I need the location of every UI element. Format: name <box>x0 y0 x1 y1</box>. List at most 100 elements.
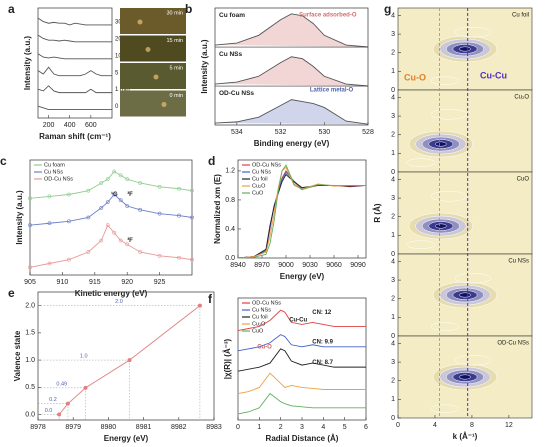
plot-frame <box>237 159 367 259</box>
x-tick-label: 8940 <box>230 262 246 269</box>
x-tick-label: 600 <box>85 122 97 129</box>
y-tick-label: 4 <box>391 340 395 347</box>
photo <box>120 8 186 34</box>
marker <box>118 238 123 243</box>
x-tick-label: 0 <box>396 422 400 429</box>
marker <box>28 196 32 201</box>
series-line <box>237 392 366 415</box>
x-tick-label: 8979 <box>65 424 81 431</box>
x-tick-label: 8983 <box>206 424 222 431</box>
panel-letter: c <box>0 154 7 168</box>
x-tick-label: 8 <box>470 422 474 429</box>
y-tick-label: 4 <box>391 94 395 101</box>
x-tick-label: 200 <box>43 122 55 129</box>
marker <box>28 223 32 228</box>
x-tick-label: 4 <box>433 422 437 429</box>
x-tick-label: 530 <box>318 129 330 136</box>
contour <box>430 404 460 413</box>
y-tick-label: 0 <box>391 251 395 258</box>
x-tick-label: 9090 <box>350 262 366 269</box>
panel-letter: g <box>384 2 391 16</box>
photo-label: 0 min <box>170 93 183 99</box>
series-line <box>237 166 366 259</box>
contour <box>406 158 436 167</box>
photo-spot <box>161 102 167 107</box>
marker <box>66 219 71 224</box>
y-tick-label: 2 <box>391 378 395 385</box>
y-tick-label: 1 <box>391 68 395 75</box>
y-tick-label: 4 <box>391 176 395 183</box>
x-tick-label: 400 <box>64 122 76 129</box>
series-line <box>214 56 369 87</box>
series-line <box>37 53 112 60</box>
marker <box>157 211 162 216</box>
photo-label: 30 min <box>166 10 183 16</box>
x-tick-label: 8982 <box>171 424 187 431</box>
y-tick-label: 2 <box>391 296 395 303</box>
series-line <box>37 85 112 94</box>
legend-label: Cu NSs <box>252 307 271 313</box>
marker <box>190 215 194 220</box>
y-tick-label: 1 <box>391 150 395 157</box>
x-tick-label: 1 <box>257 424 261 431</box>
marker <box>86 250 91 254</box>
legend-label: Cu NSs <box>44 169 63 175</box>
x-tick-label: 905 <box>24 279 36 286</box>
point <box>65 401 70 406</box>
y-tick-label: 0.0 <box>225 255 235 262</box>
series-line <box>37 105 112 110</box>
contour <box>406 240 436 249</box>
x-tick-label: 8981 <box>136 424 152 431</box>
y-tick-label: 0.8 <box>225 197 235 204</box>
series-label: OD-Cu NSs <box>219 90 254 97</box>
value-label: 0.49 <box>56 381 67 387</box>
marker <box>138 207 143 212</box>
y-tick-label: 1.2 <box>225 168 235 175</box>
legend-label: Cu₂O <box>252 321 266 327</box>
series-line <box>29 224 193 268</box>
marker <box>99 238 104 243</box>
marker <box>138 250 143 254</box>
x-tick-label: 0 <box>236 424 240 431</box>
y-tick-label: 0 <box>391 333 395 340</box>
photo-label: 5 min <box>170 65 183 71</box>
heatmap-bg <box>397 89 533 173</box>
panel-letter: f <box>208 292 213 306</box>
series-label: 1 min <box>115 87 130 93</box>
y-tick-label: 1 <box>391 314 395 321</box>
marker <box>105 223 110 228</box>
panel-letter: d <box>208 154 215 168</box>
legend-label: OD-Cu NSs <box>44 176 73 182</box>
annotation: Lattice metal-O <box>310 87 354 93</box>
x-tick-label: 6 <box>364 424 368 431</box>
annotation: CN: 12 <box>312 310 332 316</box>
x-tick-label: 8980 <box>101 424 117 431</box>
x-tick-label: 925 <box>154 279 166 286</box>
plot-frame <box>37 291 215 421</box>
contour <box>454 354 492 366</box>
series-line <box>29 193 193 226</box>
x-tick-label: 915 <box>89 279 101 286</box>
photo-spot <box>145 47 151 52</box>
panel-letter: e <box>8 286 15 300</box>
series-line <box>237 334 366 352</box>
value-label: 0.2 <box>49 397 57 403</box>
y-tick-label: 2 <box>391 132 395 139</box>
annotation: Cu-Cu <box>480 70 507 80</box>
marker <box>28 265 32 270</box>
series-line <box>37 17 112 26</box>
x-tick-label: 12 <box>505 422 513 429</box>
y-tick-label: 1.0 <box>25 357 35 364</box>
x-tick-label: 534 <box>231 129 243 136</box>
x-axis-title: Energy (eV) <box>104 434 149 443</box>
y-tick-label: 0.4 <box>225 226 235 233</box>
y-axis-title: Normalized xm (E) <box>213 174 222 244</box>
panel-name: Cu₂O <box>514 95 529 101</box>
legend-label: OD-Cu NSs <box>252 300 281 306</box>
contour <box>459 374 471 380</box>
y-axis-title: Intensity (a.u.) <box>23 36 32 91</box>
series-line <box>237 372 366 395</box>
legend-label: Cu foil <box>252 314 268 320</box>
point <box>83 385 88 390</box>
marker <box>190 257 194 262</box>
